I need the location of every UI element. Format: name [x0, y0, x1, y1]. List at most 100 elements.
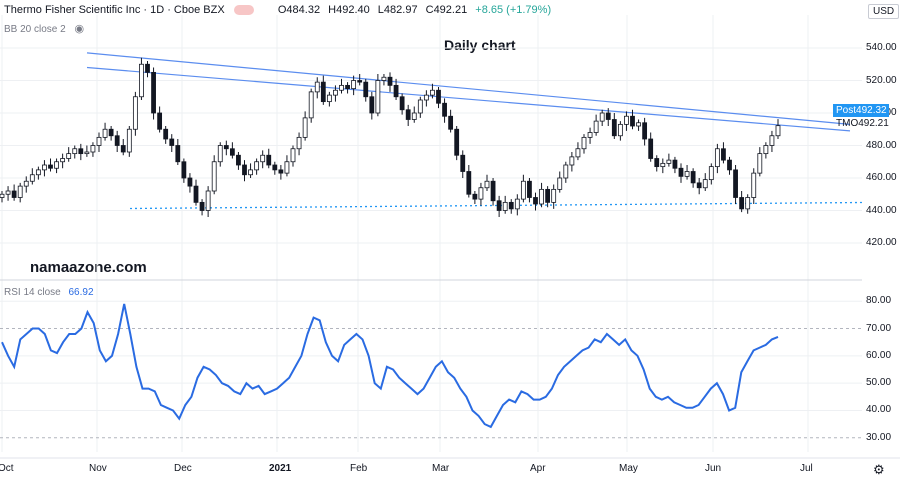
candle-body	[54, 161, 59, 169]
time-tick-label: Oct	[0, 463, 14, 474]
candle-body	[375, 80, 381, 114]
candle-body	[430, 89, 435, 96]
candle-body	[23, 180, 29, 187]
candle-body	[199, 201, 205, 211]
candle-body	[48, 164, 53, 169]
rsi-tick-label: 30.00	[866, 431, 892, 443]
currency-label: USD	[873, 6, 895, 17]
candle-body	[151, 71, 156, 114]
candle-body	[460, 154, 466, 172]
candle-body	[666, 159, 672, 164]
chart-type-toggle[interactable]	[233, 4, 257, 16]
candle-body	[320, 81, 326, 103]
post-value: 492.32	[856, 105, 887, 116]
candle-body	[175, 145, 181, 163]
candle-body	[139, 63, 144, 98]
toggle-pill-icon	[233, 5, 254, 16]
candle-body	[727, 159, 732, 171]
open-value: O484.32	[277, 4, 321, 16]
gear-icon[interactable]: ⚙	[873, 462, 885, 477]
ticker-label: TMO	[836, 118, 859, 129]
candle-body	[569, 156, 575, 166]
candle-body	[514, 198, 520, 210]
candle-body	[769, 135, 775, 146]
candle-body	[545, 188, 551, 203]
support-line	[129, 201, 863, 210]
candle-body	[284, 161, 290, 174]
candle-body	[181, 161, 187, 179]
candle-body	[484, 180, 490, 189]
candle-body	[630, 115, 635, 127]
time-tick-label: Apr	[530, 463, 546, 474]
resistance-trendline	[86, 52, 851, 125]
candle-body	[520, 180, 526, 200]
candle-body	[296, 136, 302, 150]
candle-body	[642, 122, 648, 140]
candle-body	[702, 179, 708, 189]
legend-header: Thermo Fisher Scientific Inc · 1D · Cboe…	[4, 4, 551, 16]
time-tick-label: Jun	[705, 463, 722, 474]
candle-body	[605, 112, 611, 120]
candle-body	[35, 169, 41, 176]
candle-body	[223, 145, 229, 150]
candle-body	[260, 154, 266, 163]
candle-body	[205, 190, 211, 211]
candle-body	[551, 188, 557, 203]
candle-body	[714, 148, 720, 168]
candle-body	[217, 145, 223, 163]
candle-body	[708, 166, 714, 181]
rsi-tick-label: 80.00	[866, 295, 892, 307]
candle-body	[563, 164, 569, 179]
candle-body	[369, 96, 375, 114]
time-tick-label: Jul	[800, 463, 813, 474]
candle-body	[660, 162, 666, 168]
candle-body	[672, 159, 678, 169]
candle-body	[654, 158, 660, 168]
candle-body	[763, 145, 769, 155]
candle-body	[478, 187, 484, 200]
candle-body	[508, 201, 514, 210]
candle-body	[502, 201, 508, 211]
candle-body	[757, 153, 763, 174]
candle-body	[684, 171, 690, 177]
price-tick-label: 480.00	[866, 139, 897, 151]
eye-icon[interactable]: ◉	[74, 23, 85, 35]
candle-body	[29, 174, 35, 182]
post-label: Post	[836, 105, 857, 116]
candle-body	[733, 169, 738, 198]
indicator-legend[interactable]: BB 20 close 2 ◉	[4, 22, 84, 35]
change-value: +8.65 (+1.79%)	[475, 4, 552, 16]
candle-body	[587, 132, 593, 138]
candle-body	[90, 145, 96, 153]
price-tick-label: 420.00	[866, 237, 897, 248]
candle-body	[745, 197, 751, 210]
candle-body	[308, 91, 314, 119]
candle-body	[436, 89, 441, 104]
candle-body	[599, 112, 605, 122]
rsi-legend[interactable]: RSI 14 close 66.92	[4, 287, 94, 298]
candle-body	[775, 125, 781, 137]
ticker-value: 492.21	[858, 118, 889, 129]
candle-body	[557, 177, 563, 190]
candle-body	[157, 112, 163, 130]
low-value: L482.97	[377, 4, 418, 16]
candle-body	[496, 200, 502, 211]
symbol-title[interactable]: Thermo Fisher Scientific Inc · 1D · Cboe…	[4, 4, 225, 16]
candle-body	[539, 188, 544, 205]
candle-body	[326, 94, 332, 103]
candle-body	[393, 84, 399, 98]
candle-body	[96, 136, 102, 146]
watermark-text: namaazone.com	[30, 259, 147, 276]
time-tick-label: Mar	[432, 463, 450, 474]
candle-body	[333, 89, 338, 96]
candle-body	[575, 148, 581, 158]
candle-body	[169, 138, 175, 146]
candle-body	[242, 164, 247, 176]
rsi-tick-label: 40.00	[866, 404, 892, 416]
candle-body	[272, 164, 278, 171]
currency-badge[interactable]: USD	[868, 4, 900, 19]
candle-body	[120, 145, 126, 153]
candle-body	[417, 99, 423, 114]
